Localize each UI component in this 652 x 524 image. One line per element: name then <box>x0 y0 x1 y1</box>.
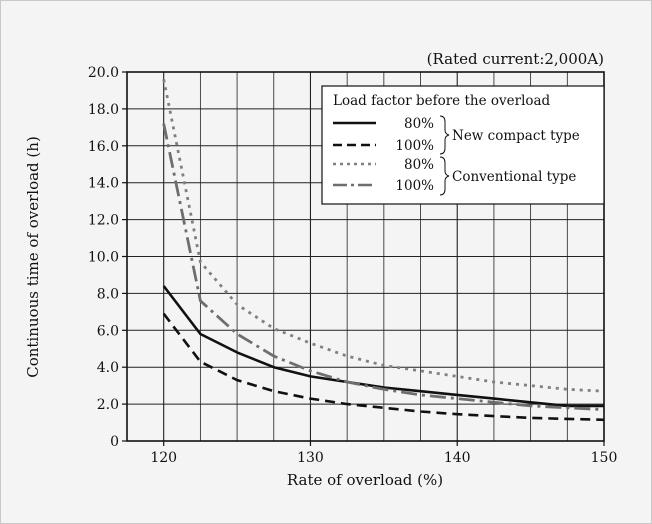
legend-brace-conv <box>439 156 450 196</box>
x-axis-label: Rate of overload (%) <box>287 471 443 489</box>
legend-brace-new <box>439 115 450 155</box>
y-tick-label: 0 <box>110 434 119 450</box>
y-tick-label: 20.0 <box>88 65 119 81</box>
y-tick-label: 16.0 <box>88 139 119 155</box>
y-tick-label: 18.0 <box>88 102 119 118</box>
series-group <box>162 79 605 422</box>
legend: Load factor before the overload 80% 100%… <box>321 85 605 205</box>
x-tick-label: 120 <box>150 450 177 466</box>
series-new-100-line <box>162 312 605 422</box>
legend-title: Load factor before the overload <box>333 93 551 109</box>
y-tick-label: 6.0 <box>97 323 119 339</box>
x-tick-label: 150 <box>591 450 618 466</box>
y-tick-label: 14.0 <box>88 176 119 192</box>
legend-label-conv-80: 80% <box>404 157 434 173</box>
y-tick-label: 2.0 <box>97 397 119 413</box>
y-tick-label: 10.0 <box>88 250 119 266</box>
series-conv-80-line <box>162 79 605 393</box>
legend-label-new-100: 100% <box>395 138 434 154</box>
series-conv-100-line <box>162 123 605 411</box>
legend-group-conv: Conventional type <box>452 169 576 185</box>
series-new-80-line <box>162 285 604 408</box>
legend-label-new-80: 80% <box>404 116 434 132</box>
x-tick-label: 130 <box>297 450 324 466</box>
y-axis-label: Continuous time of overload (h) <box>24 136 42 378</box>
legend-group-new: New compact type <box>452 128 580 144</box>
y-tick-label: 4.0 <box>97 360 119 376</box>
y-tick-label: 12.0 <box>88 213 119 229</box>
x-tick-label: 140 <box>444 450 471 466</box>
rated-current-note: (Rated current:2,000A) <box>427 50 604 68</box>
y-tick-label: 8.0 <box>97 286 119 302</box>
axis-ticks: 0 2.0 4.0 6.0 8.0 10.0 12.0 14.0 16.0 18.0 20.0 120… <box>88 65 618 466</box>
legend-label-conv-100: 100% <box>395 178 434 194</box>
